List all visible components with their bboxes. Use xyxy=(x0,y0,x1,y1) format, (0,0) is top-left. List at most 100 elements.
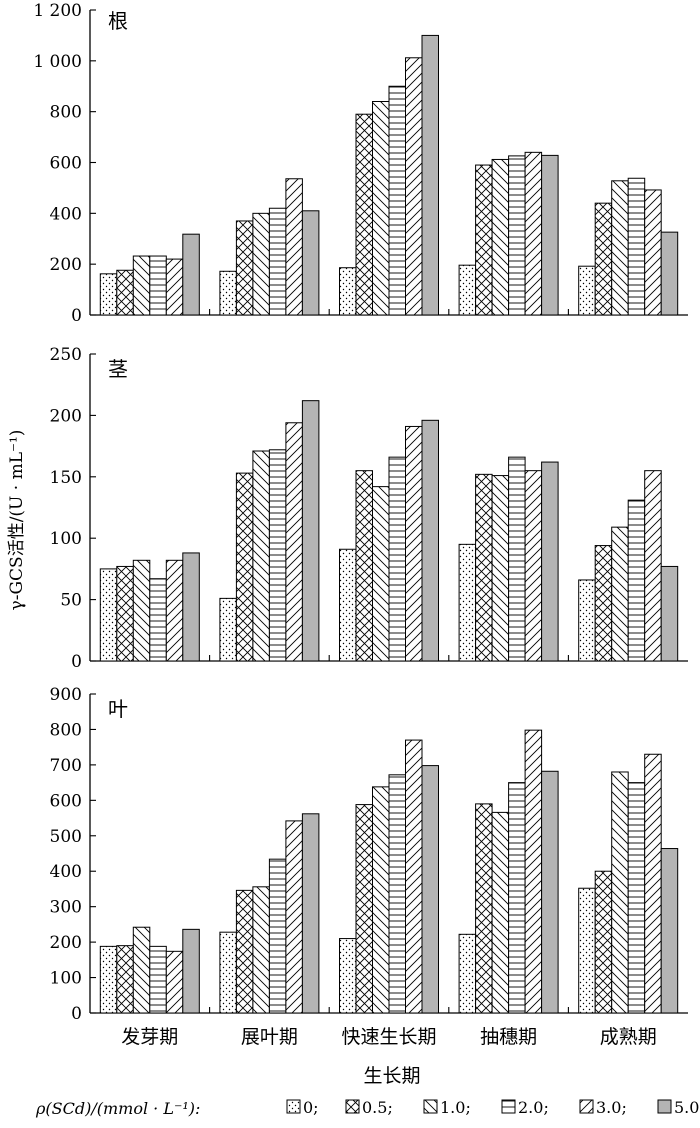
bar xyxy=(252,886,270,1014)
bar xyxy=(508,456,526,662)
bar xyxy=(116,565,134,662)
y-tick-label: 400 xyxy=(50,862,82,882)
bar xyxy=(541,154,559,316)
bar xyxy=(644,753,662,1014)
bar xyxy=(611,771,629,1014)
bar xyxy=(594,545,613,662)
y-tick-label: 800 xyxy=(50,720,82,740)
bar xyxy=(475,164,493,316)
bar xyxy=(182,233,200,316)
bar xyxy=(660,848,679,1014)
bar xyxy=(388,774,406,1014)
y-tick-label: 300 xyxy=(50,898,82,918)
panel-title: 叶 xyxy=(108,697,128,721)
bar xyxy=(524,151,543,316)
bar xyxy=(611,180,629,316)
x-tick-label: 快速生长期 xyxy=(341,1026,436,1048)
legend-label: 5.0。 xyxy=(674,1098,700,1117)
bar xyxy=(421,34,439,316)
bar xyxy=(301,813,320,1014)
y-tick-label: 250 xyxy=(50,345,82,365)
x-axis-label: 生长期 xyxy=(363,1065,420,1087)
bar xyxy=(165,559,184,662)
bar xyxy=(372,486,390,662)
bar xyxy=(644,470,662,662)
bar xyxy=(165,258,184,316)
y-tick-label: 200 xyxy=(50,933,82,953)
bar xyxy=(491,158,510,316)
bar xyxy=(116,945,134,1014)
y-tick-label: 50 xyxy=(60,591,82,611)
chart-panels: 0 200 400 600 800 1 000 1 200 根 0 50 100 150 200 250 茎… xyxy=(33,1,688,1048)
y-tick-label: 600 xyxy=(50,154,82,174)
bar xyxy=(372,101,390,316)
bar xyxy=(508,155,526,316)
bar xyxy=(578,265,596,316)
legend-prefix: ρ(SCd)/(mmol · L⁻¹): xyxy=(35,1099,200,1118)
legend-swatch xyxy=(345,1099,360,1114)
bar xyxy=(339,938,357,1014)
y-tick-label: 700 xyxy=(50,756,82,776)
bar xyxy=(235,889,254,1014)
legend-label: 2.0; xyxy=(518,1098,549,1117)
bar xyxy=(594,870,613,1014)
y-tick-label: 0 xyxy=(71,306,82,326)
y-tick-label: 1 200 xyxy=(33,1,82,21)
y-tick-label: 100 xyxy=(50,529,82,549)
bar xyxy=(301,400,320,662)
x-tick-label: 抽穗期 xyxy=(480,1026,537,1048)
bar xyxy=(235,220,254,316)
bar xyxy=(99,945,118,1014)
y-tick-label: 1 000 xyxy=(33,52,82,72)
legend-swatch xyxy=(423,1099,438,1114)
bar xyxy=(355,804,373,1014)
y-tick-label: 600 xyxy=(50,791,82,811)
bar xyxy=(405,425,423,662)
bar xyxy=(458,543,477,662)
panel-title: 根 xyxy=(108,9,128,33)
bar xyxy=(165,950,184,1014)
panel-1: 0 200 400 600 800 1 000 1 200 根 xyxy=(33,1,688,326)
y-tick-label: 400 xyxy=(50,204,82,224)
legend-swatch xyxy=(657,1099,672,1114)
bar xyxy=(524,729,543,1014)
bar xyxy=(475,473,493,662)
bar xyxy=(491,811,510,1014)
bar xyxy=(355,113,373,316)
bar xyxy=(339,548,357,662)
bar xyxy=(524,470,543,662)
bar xyxy=(149,255,167,316)
bar xyxy=(268,858,287,1014)
bar xyxy=(268,449,287,662)
bar xyxy=(116,269,134,316)
bar xyxy=(660,231,679,316)
bar xyxy=(182,552,200,662)
bar xyxy=(627,499,646,662)
y-tick-label: 100 xyxy=(50,969,82,989)
legend-label: 0.5; xyxy=(362,1098,393,1117)
bar xyxy=(149,578,167,662)
bar xyxy=(660,565,679,662)
bar xyxy=(252,450,270,662)
bar xyxy=(421,765,439,1014)
x-tick-label: 展叶期 xyxy=(241,1026,298,1048)
bar xyxy=(627,177,646,316)
x-tick-label: 发芽期 xyxy=(121,1026,178,1048)
bar xyxy=(611,526,629,662)
legend-label: 0; xyxy=(303,1098,319,1117)
bar xyxy=(627,782,646,1014)
bar xyxy=(541,770,559,1014)
bar xyxy=(301,210,320,316)
legend-label: 1.0; xyxy=(440,1098,471,1117)
bar xyxy=(99,273,118,316)
bar xyxy=(219,931,237,1014)
bar xyxy=(285,178,303,316)
bar xyxy=(252,212,270,316)
y-tick-label: 150 xyxy=(50,468,82,488)
panel-title: 茎 xyxy=(108,357,128,381)
bar xyxy=(285,820,303,1014)
bar xyxy=(372,786,390,1014)
legend-swatch xyxy=(286,1099,301,1114)
